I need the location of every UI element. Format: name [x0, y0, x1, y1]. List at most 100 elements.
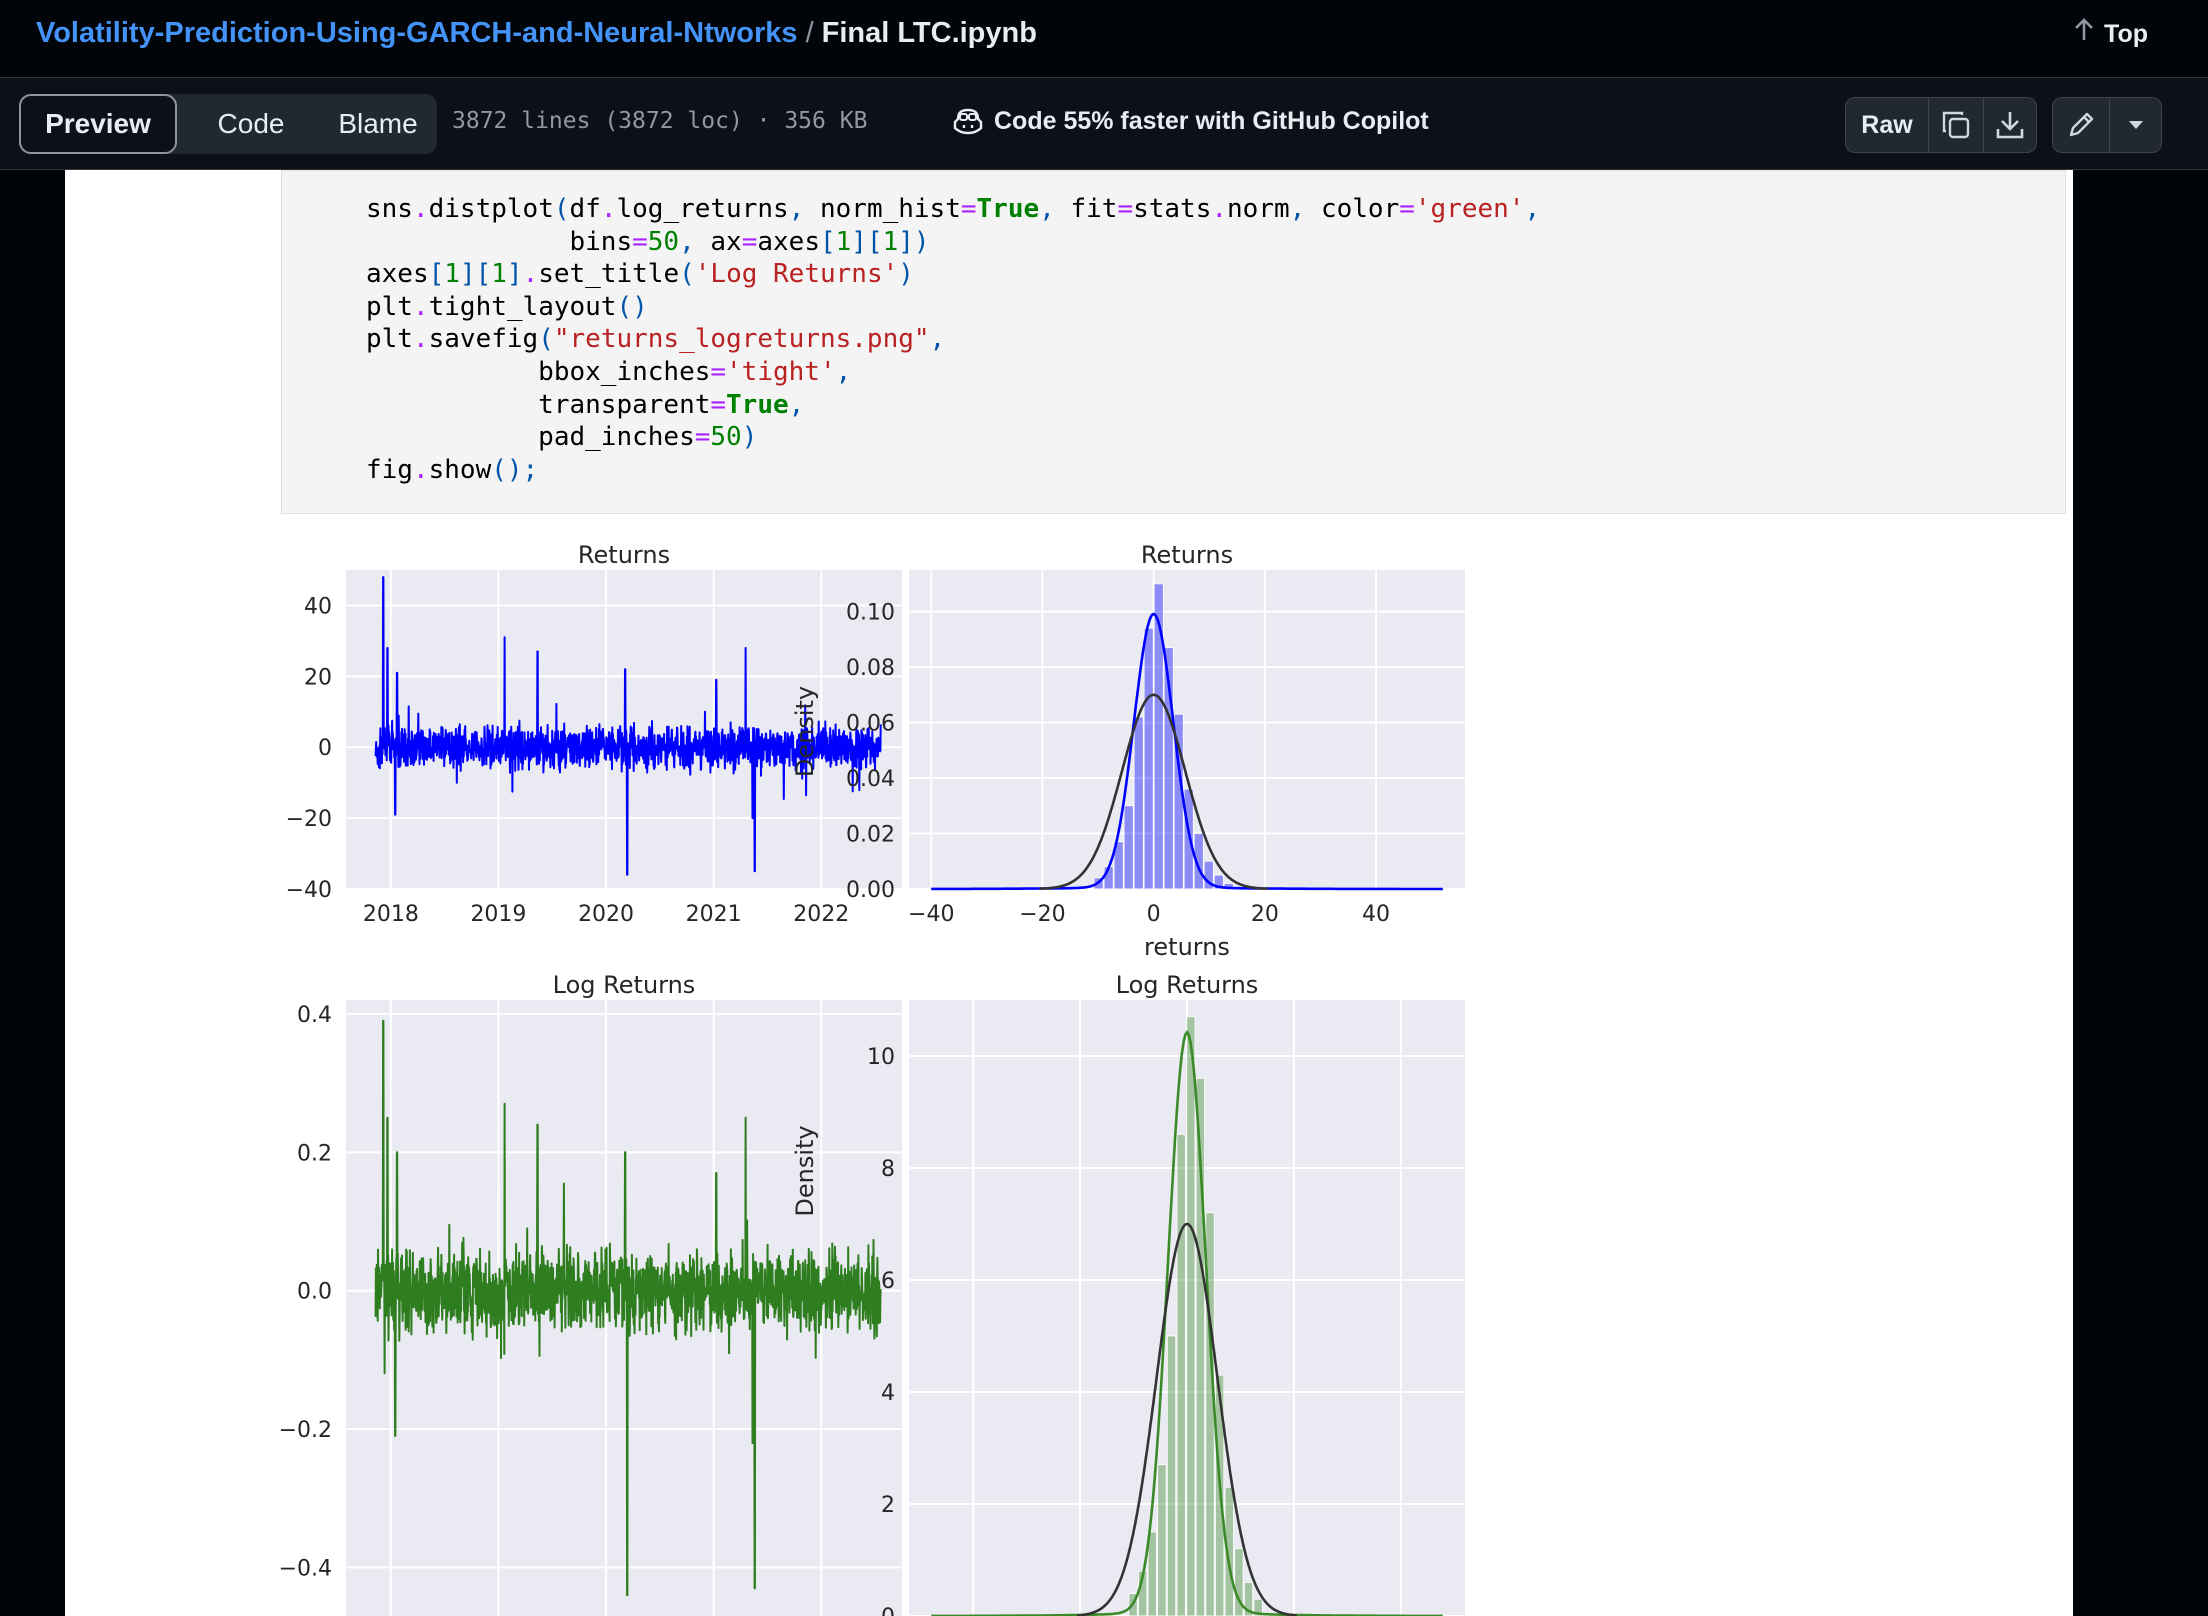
histogram-bar [1186, 1016, 1196, 1616]
x-axis-label: returns [1144, 933, 1230, 961]
histogram-bar [1176, 1134, 1186, 1616]
code-line: axes[1][1].set_title('Log Returns') [366, 259, 914, 290]
histogram-bar [1163, 647, 1174, 890]
breadcrumb-separator: / [805, 17, 814, 49]
histogram-bar [1166, 1335, 1177, 1616]
left-gutter [0, 170, 65, 1616]
arrow-up-icon [2074, 18, 2094, 49]
raw-copy-download-group: Raw [1845, 97, 2037, 153]
code-line: plt.tight_layout() [366, 291, 648, 322]
repo-link[interactable]: Volatility-Prediction-Using-GARCH-and-Ne… [36, 17, 798, 49]
tab-blame[interactable]: Blame [338, 108, 418, 139]
y-tick-label: 0.10 [846, 601, 895, 626]
histogram-bar [1193, 833, 1204, 890]
x-tick-label: 2020 [578, 902, 634, 927]
y-tick-label: 4 [881, 1381, 895, 1406]
tab-code[interactable]: Code [217, 108, 285, 139]
y-tick-label: 0.2 [297, 1141, 332, 1166]
histogram-bar [1203, 860, 1214, 890]
raw-button[interactable]: Raw [1861, 110, 1913, 139]
x-tick-label: 2018 [363, 902, 419, 927]
right-gutter [2073, 170, 2208, 1616]
y-tick-label: 10 [867, 1045, 895, 1070]
y-tick-label: −0.2 [279, 1418, 332, 1443]
copilot-promo[interactable]: Code 55% faster with GitHub Copilot [952, 107, 1429, 136]
x-tick-label: 40 [1362, 902, 1390, 927]
histogram-bar [1213, 874, 1224, 890]
y-tick-label: −20 [286, 807, 332, 832]
code-cell: sns.distplot(df.log_returns, norm_hist=T… [281, 170, 2066, 514]
y-tick-label: 6 [881, 1269, 895, 1294]
chart-title: Returns [578, 541, 670, 569]
edit-dropdown-button[interactable] [2110, 98, 2162, 152]
y-tick-label: 0.08 [846, 656, 895, 681]
y-tick-label: 0.04 [846, 767, 895, 792]
top-link[interactable]: Top [2074, 18, 2148, 49]
y-tick-label: 0.0 [297, 1280, 332, 1305]
y-tick-label: 20 [304, 665, 332, 690]
histogram-bar [1113, 841, 1124, 890]
histogram-bar [1143, 627, 1154, 890]
y-tick-label: −40 [286, 878, 332, 903]
top-link-label: Top [2104, 20, 2148, 48]
code-line: transparent=True, [366, 389, 805, 420]
chart-title: Returns [1141, 541, 1233, 569]
file-header: Volatility-Prediction-Using-GARCH-and-Ne… [0, 0, 2208, 78]
x-tick-label: 2021 [686, 902, 742, 927]
file-toolbar: Preview Code Blame 3872 lines (3872 loc)… [0, 78, 2208, 170]
histogram-bar [1234, 1548, 1244, 1616]
normal-fit-curve [1077, 1222, 1297, 1616]
kde-curve [931, 612, 1443, 891]
chart-title: Log Returns [553, 971, 696, 999]
histogram-bar [1153, 583, 1164, 890]
x-tick-label: 20 [1251, 902, 1279, 927]
x-tick-label: 0 [1147, 902, 1161, 927]
y-tick-label: 0.4 [297, 1003, 332, 1028]
y-tick-label: 0.06 [846, 712, 895, 737]
y-tick-label: 8 [881, 1157, 895, 1182]
file-name: Final LTC.ipynb [821, 17, 1037, 49]
edit-button[interactable] [2053, 98, 2109, 152]
download-button[interactable] [1984, 98, 2036, 152]
y-tick-label: −0.4 [279, 1557, 332, 1582]
histogram-bar [1133, 716, 1144, 890]
y-tick-label: 0.00 [846, 878, 895, 903]
notebook-preview: sns.distplot(df.log_returns, norm_hist=T… [65, 170, 2073, 1616]
code-line: pad_inches=50) [366, 422, 758, 453]
y-axis-label: Density [791, 686, 819, 777]
code-line: bins=50, ax=axes[1][1]) [366, 226, 930, 257]
y-tick-label: 0 [881, 1605, 895, 1616]
plot-area [909, 570, 1465, 889]
y-tick-label: 40 [304, 594, 332, 619]
histogram-bar [1183, 788, 1194, 890]
file-meta: 3872 lines (3872 loc) · 356 KB [452, 108, 868, 134]
y-tick-label: 0.02 [846, 823, 895, 848]
x-tick-label: 2022 [793, 902, 849, 927]
chart-title: Log Returns [1116, 971, 1259, 999]
code-line: sns.distplot(df.log_returns, norm_hist=T… [366, 194, 1541, 224]
code-line: plt.savefig("returns_logreturns.png", [366, 324, 946, 355]
download-icon [1996, 112, 2024, 139]
copy-icon [1942, 111, 1970, 139]
y-tick-label: 0 [318, 736, 332, 761]
tab-preview[interactable]: Preview [19, 94, 177, 154]
x-tick-label: −20 [1019, 902, 1065, 927]
histogram-bar [1123, 805, 1134, 890]
copilot-label: Code 55% faster with GitHub Copilot [994, 107, 1429, 135]
x-tick-label: 2019 [470, 902, 526, 927]
code-content: sns.distplot(df.log_returns, norm_hist=T… [366, 193, 1540, 486]
normal-fit-curve [1039, 693, 1268, 890]
code-line: fig.show(); [366, 454, 539, 485]
series-line [374, 1019, 882, 1597]
pencil-icon [2069, 112, 2094, 137]
y-axis-label: Density [791, 1125, 819, 1216]
copilot-icon [953, 108, 983, 135]
histogram-bar [1195, 1078, 1205, 1616]
histogram-bar [1157, 1464, 1167, 1616]
histogram-bar [1147, 1531, 1157, 1616]
y-tick-label: 2 [881, 1493, 895, 1518]
code-line: bbox_inches='tight', [366, 356, 852, 387]
copy-raw-button[interactable] [1929, 98, 1983, 152]
histogram-bar [1243, 1582, 1254, 1616]
